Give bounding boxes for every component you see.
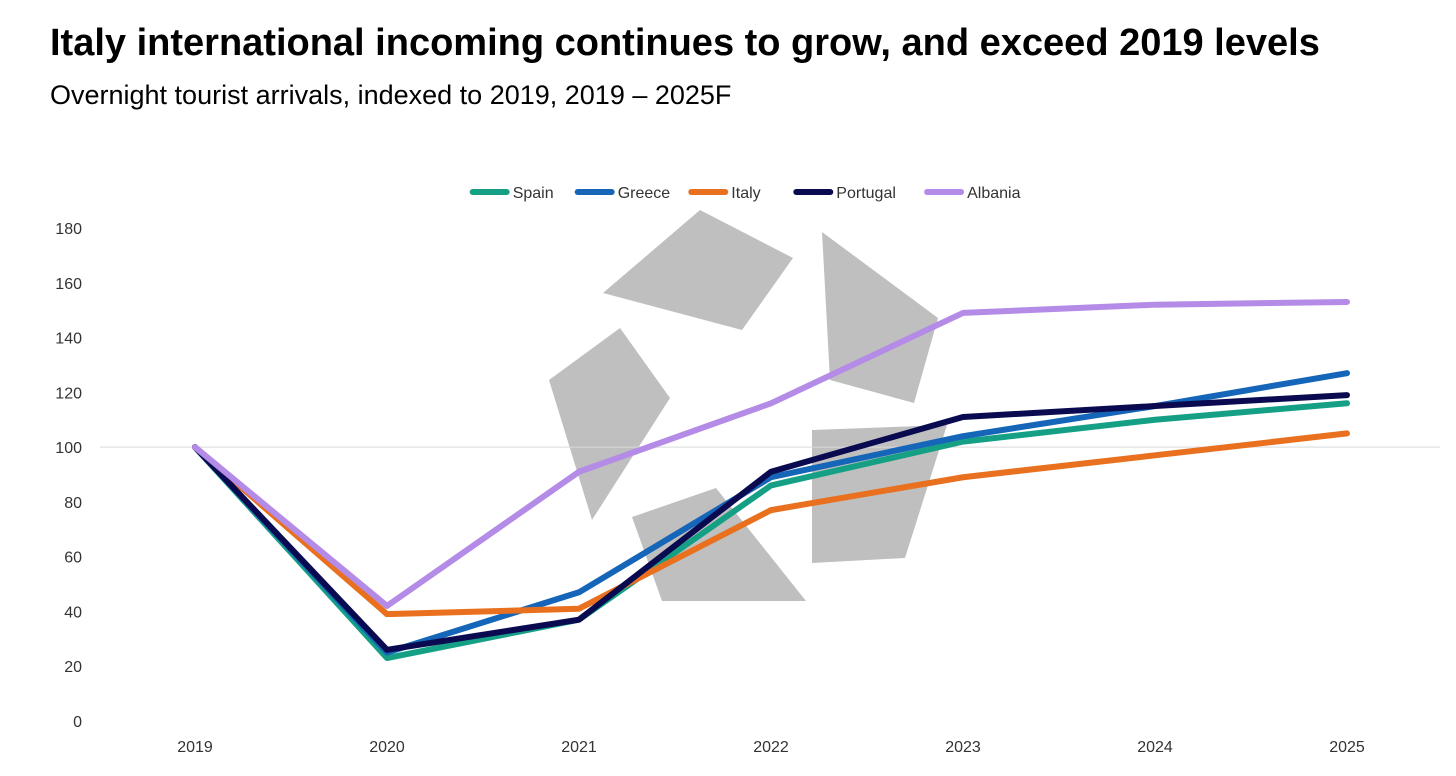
- legend-label-italy: Italy: [731, 185, 760, 202]
- y-tick-label: 0: [73, 714, 82, 731]
- chart-title: Italy international incoming continues t…: [50, 22, 1320, 64]
- legend-label-greece: Greece: [618, 185, 671, 202]
- chart-subtitle: Overnight tourist arrivals, indexed to 2…: [50, 80, 732, 110]
- legend-label-portugal: Portugal: [836, 185, 896, 202]
- x-tick-label: 2022: [753, 739, 789, 756]
- y-tick-label: 80: [64, 495, 82, 512]
- legend-label-spain: Spain: [513, 185, 554, 202]
- x-tick-label: 2024: [1137, 739, 1173, 756]
- legend-label-albania: Albania: [967, 185, 1020, 202]
- x-tick-label: 2021: [561, 739, 597, 756]
- x-tick-label: 2023: [945, 739, 981, 756]
- series-lines: [192, 298, 1350, 662]
- watermark-logo: [549, 210, 947, 601]
- watermark-shape: [822, 232, 938, 403]
- y-axis-ticks: 0 20 40 60 80 100 120 140 160 180: [55, 221, 82, 731]
- watermark-shape: [632, 488, 806, 601]
- watermark-shape: [549, 328, 670, 520]
- x-tick-label: 2020: [369, 739, 405, 756]
- y-tick-label: 120: [55, 385, 82, 402]
- y-tick-label: 140: [55, 331, 82, 348]
- series-line-albania: [192, 298, 1350, 609]
- y-tick-label: 40: [64, 604, 82, 621]
- series-line-portugal: [192, 392, 1350, 653]
- legend: Spain Greece Italy Portugal Albania: [469, 185, 1021, 202]
- y-tick-label: 160: [55, 276, 82, 293]
- y-tick-label: 180: [55, 221, 82, 238]
- x-axis-ticks: 2019 2020 2021 2022 2023 2024 2025: [177, 739, 1365, 756]
- watermark-shape: [603, 210, 793, 330]
- y-tick-label: 20: [64, 659, 82, 676]
- series-line-italy: [192, 430, 1350, 618]
- y-tick-label: 100: [55, 440, 82, 457]
- x-tick-label: 2019: [177, 739, 213, 756]
- y-tick-label: 60: [64, 550, 82, 567]
- series-line-spain: [192, 400, 1350, 662]
- x-tick-label: 2025: [1329, 739, 1365, 756]
